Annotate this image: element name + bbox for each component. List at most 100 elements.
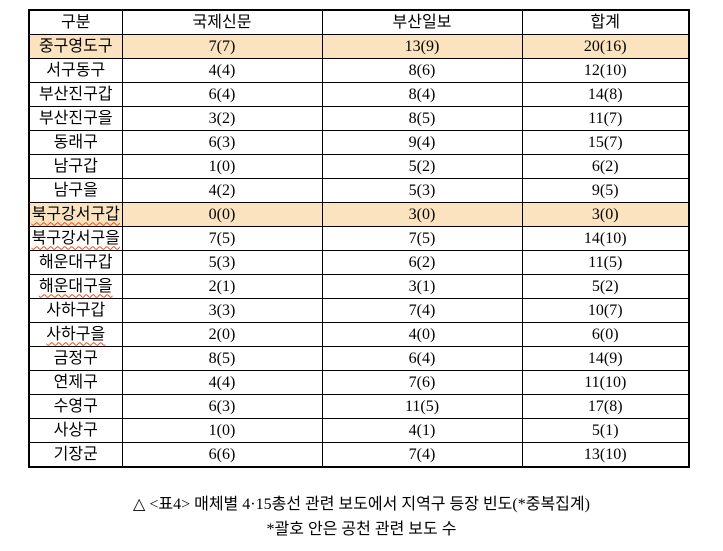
kookje-count: 4(4) xyxy=(121,370,323,395)
busan-count: 8(6) xyxy=(321,58,523,83)
busan-count: 7(6) xyxy=(321,370,523,395)
busan-count: 13(9) xyxy=(321,34,523,59)
table-row: 부산진구을 3(2) 8(5) 11(7) xyxy=(28,106,690,131)
kookje-count: 8(5) xyxy=(121,346,323,371)
column-header-busan: 부산일보 xyxy=(321,9,523,35)
total-count: 3(0) xyxy=(521,202,690,227)
district-label-text: 금정구 xyxy=(53,349,98,367)
district-label: 남구을 xyxy=(28,178,123,203)
total-count: 15(7) xyxy=(521,130,690,155)
district-label: 해운대구을 xyxy=(28,274,123,299)
table-row: 사하구갑 3(3) 7(4) 10(7) xyxy=(28,298,690,323)
table-row: 해운대구갑 5(3) 6(2) 11(5) xyxy=(28,250,690,275)
district-label: 동래구 xyxy=(28,130,123,155)
table-row: 사하구을 2(0) 4(0) 6(0) xyxy=(28,322,690,347)
district-label: 사하구갑 xyxy=(28,298,123,323)
district-label: 북구강서구을 xyxy=(28,226,123,251)
district-label-text: 기장군 xyxy=(53,445,98,463)
column-header-kookje: 국제신문 xyxy=(121,9,323,35)
district-label: 부산진구을 xyxy=(28,106,123,131)
total-count: 6(2) xyxy=(521,154,690,179)
district-label-text: 동래구 xyxy=(53,133,98,151)
district-label-text: 사하구갑 xyxy=(46,301,106,319)
kookje-count: 0(0) xyxy=(121,202,323,227)
district-label: 기장군 xyxy=(28,442,123,468)
district-label-text: 중구영도구 xyxy=(38,37,113,55)
district-label-text: 서구동구 xyxy=(46,61,106,79)
district-label: 사하구을 xyxy=(28,322,123,347)
district-label: 남구갑 xyxy=(28,154,123,179)
kookje-count: 4(2) xyxy=(121,178,323,203)
total-count: 11(10) xyxy=(521,370,690,395)
kookje-count: 7(5) xyxy=(121,226,323,251)
table-row: 북구강서구갑 0(0) 3(0) 3(0) xyxy=(28,202,690,227)
busan-count: 8(4) xyxy=(321,82,523,107)
total-count: 9(5) xyxy=(521,178,690,203)
district-label: 수영구 xyxy=(28,394,123,419)
district-label-text: 부산진구갑 xyxy=(38,85,113,103)
total-count: 14(10) xyxy=(521,226,690,251)
kookje-count: 1(0) xyxy=(121,418,323,443)
busan-count: 9(4) xyxy=(321,130,523,155)
district-label-text: 북구강서구을 xyxy=(31,229,120,247)
district-label: 해운대구갑 xyxy=(28,250,123,275)
column-header-gubun: 구분 xyxy=(28,9,123,35)
table-caption: △ <표4> 매체별 4·15총선 관련 보도에서 지역구 등장 빈도(*중복집… xyxy=(0,492,723,542)
kookje-count: 5(3) xyxy=(121,250,323,275)
table-row: 남구갑 1(0) 5(2) 6(2) xyxy=(28,154,690,179)
district-label-text: 해운대구을 xyxy=(38,277,113,295)
district-label: 중구영도구 xyxy=(28,34,123,59)
district-label-text: 북구강서구갑 xyxy=(31,205,120,223)
busan-count: 4(1) xyxy=(321,418,523,443)
total-count: 5(2) xyxy=(521,274,690,299)
district-label-text: 남구갑 xyxy=(53,157,98,175)
district-label: 서구동구 xyxy=(28,58,123,83)
table-row: 해운대구을 2(1) 3(1) 5(2) xyxy=(28,274,690,299)
table-row: 부산진구갑 6(4) 8(4) 14(8) xyxy=(28,82,690,107)
district-label: 사상구 xyxy=(28,418,123,443)
district-label-text: 해운대구갑 xyxy=(38,253,113,271)
table-row: 남구을 4(2) 5(3) 9(5) xyxy=(28,178,690,203)
busan-count: 7(5) xyxy=(321,226,523,251)
kookje-count: 3(2) xyxy=(121,106,323,131)
table-row: 기장군 6(6) 7(4) 13(10) xyxy=(28,442,690,468)
table-row: 서구동구 4(4) 8(6) 12(10) xyxy=(28,58,690,83)
table-caption-line1: △ <표4> 매체별 4·15총선 관련 보도에서 지역구 등장 빈도(*중복집… xyxy=(133,496,590,513)
busan-count: 11(5) xyxy=(321,394,523,419)
district-label-text: 사하구을 xyxy=(46,325,106,343)
total-count: 14(8) xyxy=(521,82,690,107)
total-count: 12(10) xyxy=(521,58,690,83)
table-body: 중구영도구 7(7) 13(9) 20(16) 서구동구 4(4) 8(6) 12(10) 부산… xyxy=(28,34,690,468)
kookje-count: 6(6) xyxy=(121,442,323,468)
district-label-text: 남구을 xyxy=(53,181,98,199)
total-count: 6(0) xyxy=(521,322,690,347)
header-row: 구분 국제신문 부산일보 합계 xyxy=(28,9,690,35)
kookje-count: 3(3) xyxy=(121,298,323,323)
busan-count: 5(3) xyxy=(321,178,523,203)
column-header-total: 합계 xyxy=(521,9,690,35)
district-label-text: 부산진구을 xyxy=(38,109,113,127)
district-label-text: 연제구 xyxy=(53,373,98,391)
total-count: 5(1) xyxy=(521,418,690,443)
district-label-text: 사상구 xyxy=(53,421,98,439)
busan-count: 6(4) xyxy=(321,346,523,371)
kookje-count: 6(4) xyxy=(121,82,323,107)
total-count: 11(7) xyxy=(521,106,690,131)
busan-count: 6(2) xyxy=(321,250,523,275)
table-caption-line2: *괄호 안은 공천 관련 보도 수 xyxy=(266,521,457,538)
total-count: 13(10) xyxy=(521,442,690,468)
district-label: 금정구 xyxy=(28,346,123,371)
busan-count: 4(0) xyxy=(321,322,523,347)
media-district-frequency-table: 구분 국제신문 부산일보 합계 중구영도구 7(7) 13(9) 20(16) 서구동구… xyxy=(28,9,690,468)
total-count: 17(8) xyxy=(521,394,690,419)
table-row: 연제구 4(4) 7(6) 11(10) xyxy=(28,370,690,395)
kookje-count: 7(7) xyxy=(121,34,323,59)
total-count: 14(9) xyxy=(521,346,690,371)
busan-count: 7(4) xyxy=(321,442,523,468)
table-row: 금정구 8(5) 6(4) 14(9) xyxy=(28,346,690,371)
table-row: 중구영도구 7(7) 13(9) 20(16) xyxy=(28,34,690,59)
kookje-count: 6(3) xyxy=(121,130,323,155)
table-row: 수영구 6(3) 11(5) 17(8) xyxy=(28,394,690,419)
district-label: 부산진구갑 xyxy=(28,82,123,107)
